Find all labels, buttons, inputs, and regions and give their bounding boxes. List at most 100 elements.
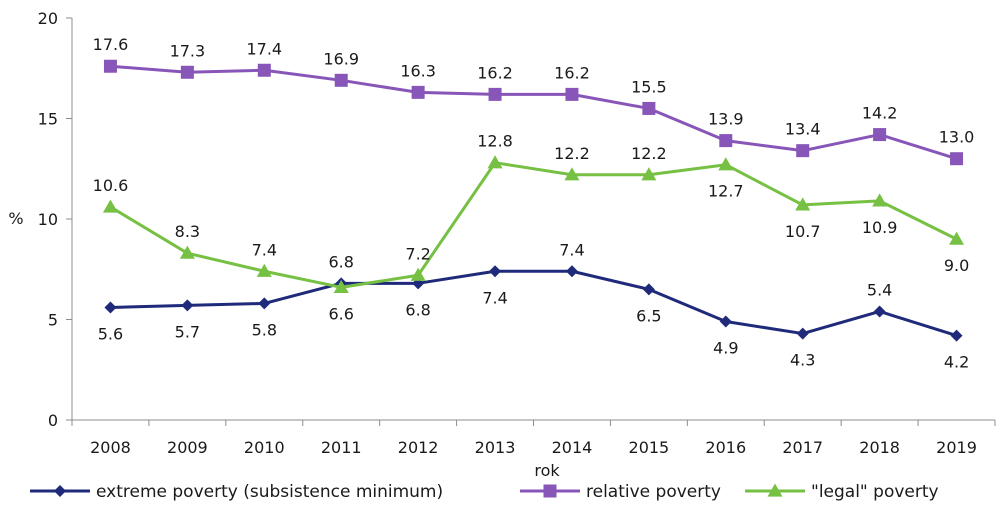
series-point [410,267,426,281]
y-tick-label: 20 [38,9,58,28]
x-tick-label: 2014 [552,438,593,457]
series-point [104,301,117,314]
data-label: 6.5 [636,306,661,325]
data-label: 16.9 [323,49,359,68]
x-tick-label: 2011 [321,438,362,457]
data-label: 5.6 [98,324,123,343]
x-tick-label: 2010 [244,438,285,457]
series-point [256,263,272,277]
series-point [642,283,655,296]
series-point [411,85,425,99]
legend: extreme poverty (subsistence minimum) rel… [30,482,939,502]
data-label: 14.2 [862,104,898,123]
y-tick-label: 15 [38,110,58,129]
data-label: 13.0 [939,128,975,147]
y-tick-label: 5 [48,311,58,330]
series-point [488,87,502,101]
data-label: 10.7 [785,222,821,241]
series-point [642,101,656,115]
legend-marker [543,484,557,498]
series-layer: 5.6 5.7 5.8 6.8 6.8 7.4 7.4 6.5 4.9 4.3 5.4 4.2 17.6… [93,35,975,371]
data-label: 16.2 [477,63,513,82]
series-point [795,197,811,211]
data-label: 12.2 [631,144,667,163]
x-tick-label: 2009 [167,438,208,457]
data-label: 8.3 [175,222,200,241]
series-point [180,65,194,79]
legend-label: relative poverty [586,482,721,502]
series-point [565,265,578,278]
data-label: 5.7 [175,322,200,341]
data-label: 7.4 [482,288,507,307]
series-point [257,63,271,77]
x-tick-label: 2015 [629,438,670,457]
data-label: 6.8 [328,252,353,271]
series-point [258,297,271,310]
data-label: 5.4 [867,280,892,299]
data-label: 10.6 [93,176,129,195]
series-point [718,157,734,171]
data-label: 6.6 [328,304,353,323]
series-point [796,144,810,158]
data-label: 7.2 [405,244,430,263]
data-label: 5.8 [252,320,277,339]
data-label: 12.2 [554,144,590,163]
x-tick-label: 2008 [90,438,131,457]
series-line [109,161,958,289]
series-point [565,87,579,101]
series-point [102,199,118,213]
series-point [641,167,657,181]
y-tick-label: 0 [48,411,58,430]
legend-label: extreme poverty (subsistence minimum) [96,482,443,502]
series-point [796,327,809,340]
y-axis-label: % [8,209,23,228]
legend-item: "legal" poverty [745,482,939,502]
x-tick-label: 2016 [705,438,746,457]
x-axis-label: rok [534,461,560,480]
legend-label: "legal" poverty [811,482,939,502]
series-point [950,329,963,342]
series-2: 17.6 17.3 17.4 16.9 16.3 16.2 16.2 15.5 13.9 13.4… [93,35,975,166]
data-label: 6.8 [405,300,430,319]
series-point [333,279,349,293]
series-point [181,299,194,312]
series-point [487,155,503,169]
data-label: 10.9 [862,218,898,237]
series-point [950,152,964,166]
x-tick-label: 2018 [859,438,900,457]
series-point [719,134,733,148]
data-label: 7.4 [252,240,277,259]
data-label: 4.9 [713,339,738,358]
series-point [873,128,887,142]
data-label: 15.5 [631,77,667,96]
axes [66,17,996,426]
series-point [103,59,117,73]
series-point [334,73,348,87]
data-label: 12.8 [477,132,513,151]
data-label: 4.2 [944,353,969,372]
series-point [489,265,502,278]
legend-marker [54,485,66,497]
legend-marker [767,483,783,497]
data-label: 9.0 [944,256,969,275]
y-tick-label: 10 [38,210,58,229]
x-tick-labels: 2008 2009 2010 2011 2012 2013 2014 2015 2016 2017… [90,438,977,457]
x-tick-label: 2012 [398,438,439,457]
series-point [872,193,888,207]
legend-item: relative poverty [520,482,721,502]
data-label: 17.4 [246,39,282,58]
data-label: 17.6 [93,35,129,54]
series-point [179,245,195,259]
data-label: 4.3 [790,351,815,370]
series-line [110,64,957,161]
data-label: 16.2 [554,63,590,82]
data-label: 16.3 [400,61,436,80]
series-3: 10.6 8.3 7.4 6.6 7.2 12.8 12.2 12.2 12.7 10.7 10.9… [93,132,970,324]
series-1: 5.6 5.7 5.8 6.8 6.8 7.4 7.4 6.5 4.9 4.3 5.4 4.2 [98,240,970,371]
series-line [110,269,957,338]
data-label: 13.4 [785,120,821,139]
x-tick-label: 2017 [782,438,823,457]
series-point [719,315,732,328]
series-point [949,231,965,245]
